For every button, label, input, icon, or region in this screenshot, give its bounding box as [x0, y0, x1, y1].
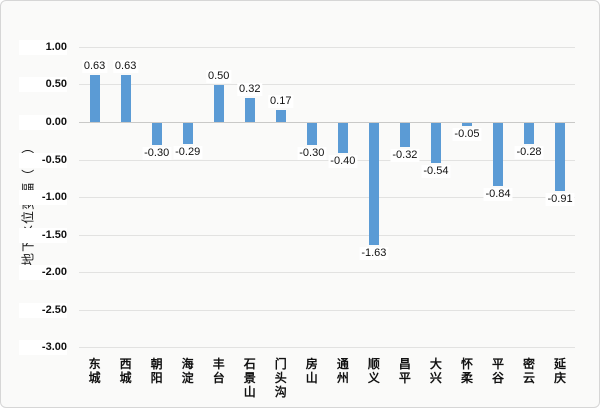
x-tick-label: 平谷: [491, 357, 504, 385]
y-tick-label: -1.50: [19, 227, 67, 243]
y-tick-label: -0.50: [19, 152, 67, 168]
data-label: 0.17: [268, 94, 294, 108]
data-label: 0.50: [206, 69, 232, 83]
bar: [213, 84, 224, 123]
gridline: [79, 309, 575, 311]
x-tick-label: 门头沟: [274, 357, 287, 399]
y-tick-label: -1.00: [19, 190, 67, 206]
bar: [368, 122, 379, 245]
data-label: -0.05: [452, 128, 482, 142]
gridline: [79, 159, 575, 161]
bar: [244, 98, 255, 123]
y-tick-label: -2.50: [19, 302, 67, 318]
gridline: [79, 46, 575, 48]
data-label: 0.32: [237, 83, 263, 97]
bar: [89, 75, 100, 123]
x-tick-label: 东城: [88, 357, 101, 385]
x-tick-label: 昌平: [398, 357, 411, 385]
bar: [182, 122, 193, 145]
data-label: -0.28: [514, 145, 544, 159]
x-tick-label: 延庆: [554, 357, 567, 385]
gridline: [79, 197, 575, 199]
bar: [337, 122, 348, 153]
bar: [120, 75, 131, 123]
x-tick-label: 大兴: [429, 357, 442, 385]
x-tick-label: 石景山: [243, 357, 256, 399]
x-tick-label: 丰台: [212, 357, 225, 385]
gridline: [79, 272, 575, 274]
x-tick-label: 房山: [305, 357, 318, 385]
bar: [306, 122, 317, 146]
bar: [275, 109, 286, 123]
x-tick-label: 顺义: [367, 357, 380, 385]
bar: [151, 122, 162, 146]
gridline: [79, 347, 575, 349]
data-label: 0.63: [112, 60, 139, 74]
x-axis-line: [79, 122, 575, 123]
data-label: 0.63: [81, 60, 108, 74]
gridline: [79, 234, 575, 236]
data-label: -0.32: [390, 148, 420, 162]
bar: [524, 122, 535, 144]
bar: [461, 122, 472, 127]
data-label: -0.84: [483, 187, 513, 201]
bar: [399, 122, 410, 147]
data-label: -0.29: [173, 146, 203, 160]
y-tick-label: -2.00: [19, 265, 67, 281]
x-tick-label: 海淀: [181, 357, 194, 385]
data-label: -0.54: [421, 165, 451, 179]
x-tick-label: 西城: [119, 357, 132, 385]
data-label: -0.91: [545, 192, 575, 206]
gridline: [79, 84, 575, 86]
y-tick-label: 0.00: [19, 115, 67, 130]
y-tick-label: -3.00: [19, 340, 67, 356]
data-label: -0.30: [142, 147, 172, 161]
bar: [492, 122, 503, 186]
data-label: -0.30: [297, 147, 327, 161]
y-tick-label: 1.00: [19, 39, 67, 55]
x-tick-label: 朝阳: [150, 357, 163, 385]
y-tick-label: 0.50: [19, 77, 67, 93]
x-tick-label: 密云: [523, 357, 536, 385]
x-tick-label: 通州: [336, 357, 349, 385]
data-label: -0.40: [328, 154, 358, 168]
bar: [430, 122, 441, 164]
data-label: -1.63: [359, 246, 389, 260]
x-tick-label: 怀柔: [460, 357, 473, 385]
bar: [555, 122, 566, 191]
